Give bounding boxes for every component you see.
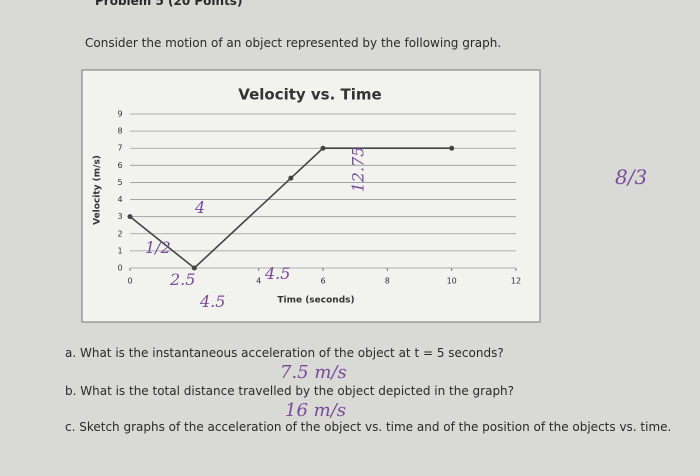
x-tick-label: 4	[256, 277, 261, 286]
problem-title: Problem 5 (20 Points)	[95, 0, 243, 8]
y-tick-label: 2	[117, 229, 122, 238]
x-tick-label: 6	[320, 277, 325, 286]
chart-frame	[81, 69, 541, 323]
handwriting: 1/2	[145, 238, 171, 257]
handwriting: 4.5	[265, 264, 291, 283]
y-tick-label: 8	[117, 127, 122, 136]
handwriting: 8/3	[615, 165, 648, 189]
prompt: Consider the motion of an object represe…	[85, 36, 502, 50]
question: b. What is the total distance travelled …	[65, 384, 515, 398]
data-point	[288, 175, 294, 181]
y-tick-label: 6	[117, 161, 122, 170]
handwriting: 16 m/s	[285, 400, 346, 421]
y-tick-label: 1	[117, 246, 122, 255]
y-tick-label: 5	[117, 178, 122, 187]
data-point	[191, 265, 197, 271]
question: c. Sketch graphs of the acceleration of …	[65, 420, 672, 434]
handwriting: 4	[195, 198, 206, 217]
x-axis-label: Time (seconds)	[277, 296, 354, 306]
handwriting: 4.5	[200, 292, 226, 311]
y-tick-label: 4	[117, 195, 122, 204]
y-axis-label: Velocity (m/s)	[93, 155, 103, 225]
x-tick-label: 8	[385, 277, 390, 286]
handwriting: 2.5	[170, 270, 196, 289]
chart-title: Velocity vs. Time	[238, 86, 381, 104]
handwriting: 12.75	[348, 146, 368, 193]
y-tick-label: 9	[117, 110, 122, 119]
y-tick-label: 3	[117, 212, 122, 221]
y-tick-label: 0	[117, 264, 122, 273]
x-tick-label: 12	[511, 277, 521, 286]
question: a. What is the instantaneous acceleratio…	[65, 346, 504, 360]
data-point	[449, 145, 455, 151]
x-tick-label: 10	[447, 277, 457, 286]
data-point	[127, 214, 133, 220]
x-tick-label: 0	[127, 277, 132, 286]
handwriting: 7.5 m/s	[280, 362, 347, 383]
data-point	[320, 145, 326, 151]
y-tick-label: 7	[117, 144, 122, 153]
